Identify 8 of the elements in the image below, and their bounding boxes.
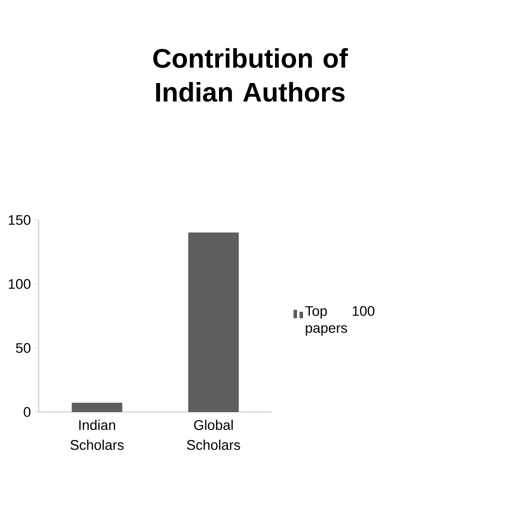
legend-label: Top 100 papers xyxy=(305,306,374,336)
y-tick-label: 50 xyxy=(16,343,30,353)
y-tick-label: 0 xyxy=(24,407,30,417)
x-tick-label: Global Scholars xyxy=(187,420,240,450)
y-tick-label: 100 xyxy=(8,279,30,289)
chart-title: Contribution of Indian Authors xyxy=(153,48,348,102)
x-tick-label: Indian Scholars xyxy=(70,420,124,450)
y-tick-label: 150 xyxy=(8,215,30,225)
